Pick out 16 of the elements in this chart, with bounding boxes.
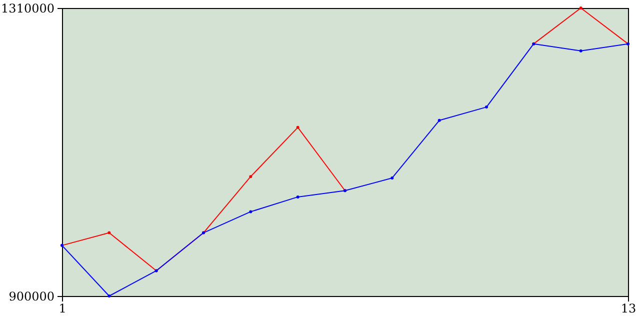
point: [485, 106, 488, 109]
point: [296, 126, 300, 129]
x-tick-label: 13: [620, 302, 636, 316]
point: [249, 175, 252, 178]
y-tick-label: 900000: [8, 290, 54, 304]
point: [249, 210, 252, 214]
point: [579, 49, 582, 52]
point: [296, 195, 300, 198]
line-series: [60, 42, 630, 298]
point: [579, 6, 582, 10]
point: [438, 118, 441, 122]
point: [108, 231, 111, 234]
x-tick-label: 1: [58, 302, 66, 316]
point: [390, 176, 394, 180]
point: [108, 294, 111, 298]
y-tick-label: 1310000: [1, 2, 54, 16]
